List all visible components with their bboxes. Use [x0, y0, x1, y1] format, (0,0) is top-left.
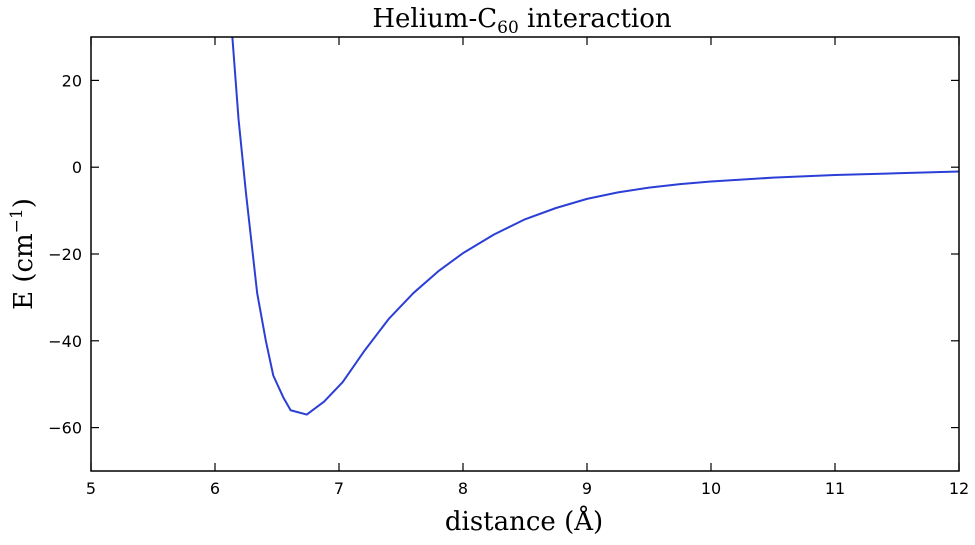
x-tick-label: 7: [334, 479, 344, 498]
x-tick-label: 5: [86, 479, 96, 498]
x-axis-title: distance (Å): [445, 505, 603, 537]
y-tick-label: 20: [62, 71, 82, 90]
x-tick-label: 11: [825, 479, 845, 498]
y-axis-title: E (cm−1): [7, 198, 39, 310]
x-tick-label: 6: [210, 479, 220, 498]
y-tick-label: 0: [72, 158, 82, 177]
plot-area: 5 6 7 8 9 10 11 12 −60 −40 −20 0 20: [48, 36, 969, 498]
plot-frame: [90, 36, 960, 472]
x-tick-label: 12: [949, 479, 969, 498]
series-line-0: [231, 37, 959, 416]
y-tick-label: −60: [48, 419, 82, 438]
x-tick-label: 8: [458, 479, 468, 498]
x-tick-label: 9: [582, 479, 592, 498]
chart-title: Helium-C60 interaction: [372, 4, 671, 38]
x-tick-label: 10: [701, 479, 721, 498]
y-tick-label: −40: [48, 332, 82, 351]
y-tick-label: −20: [48, 245, 82, 264]
